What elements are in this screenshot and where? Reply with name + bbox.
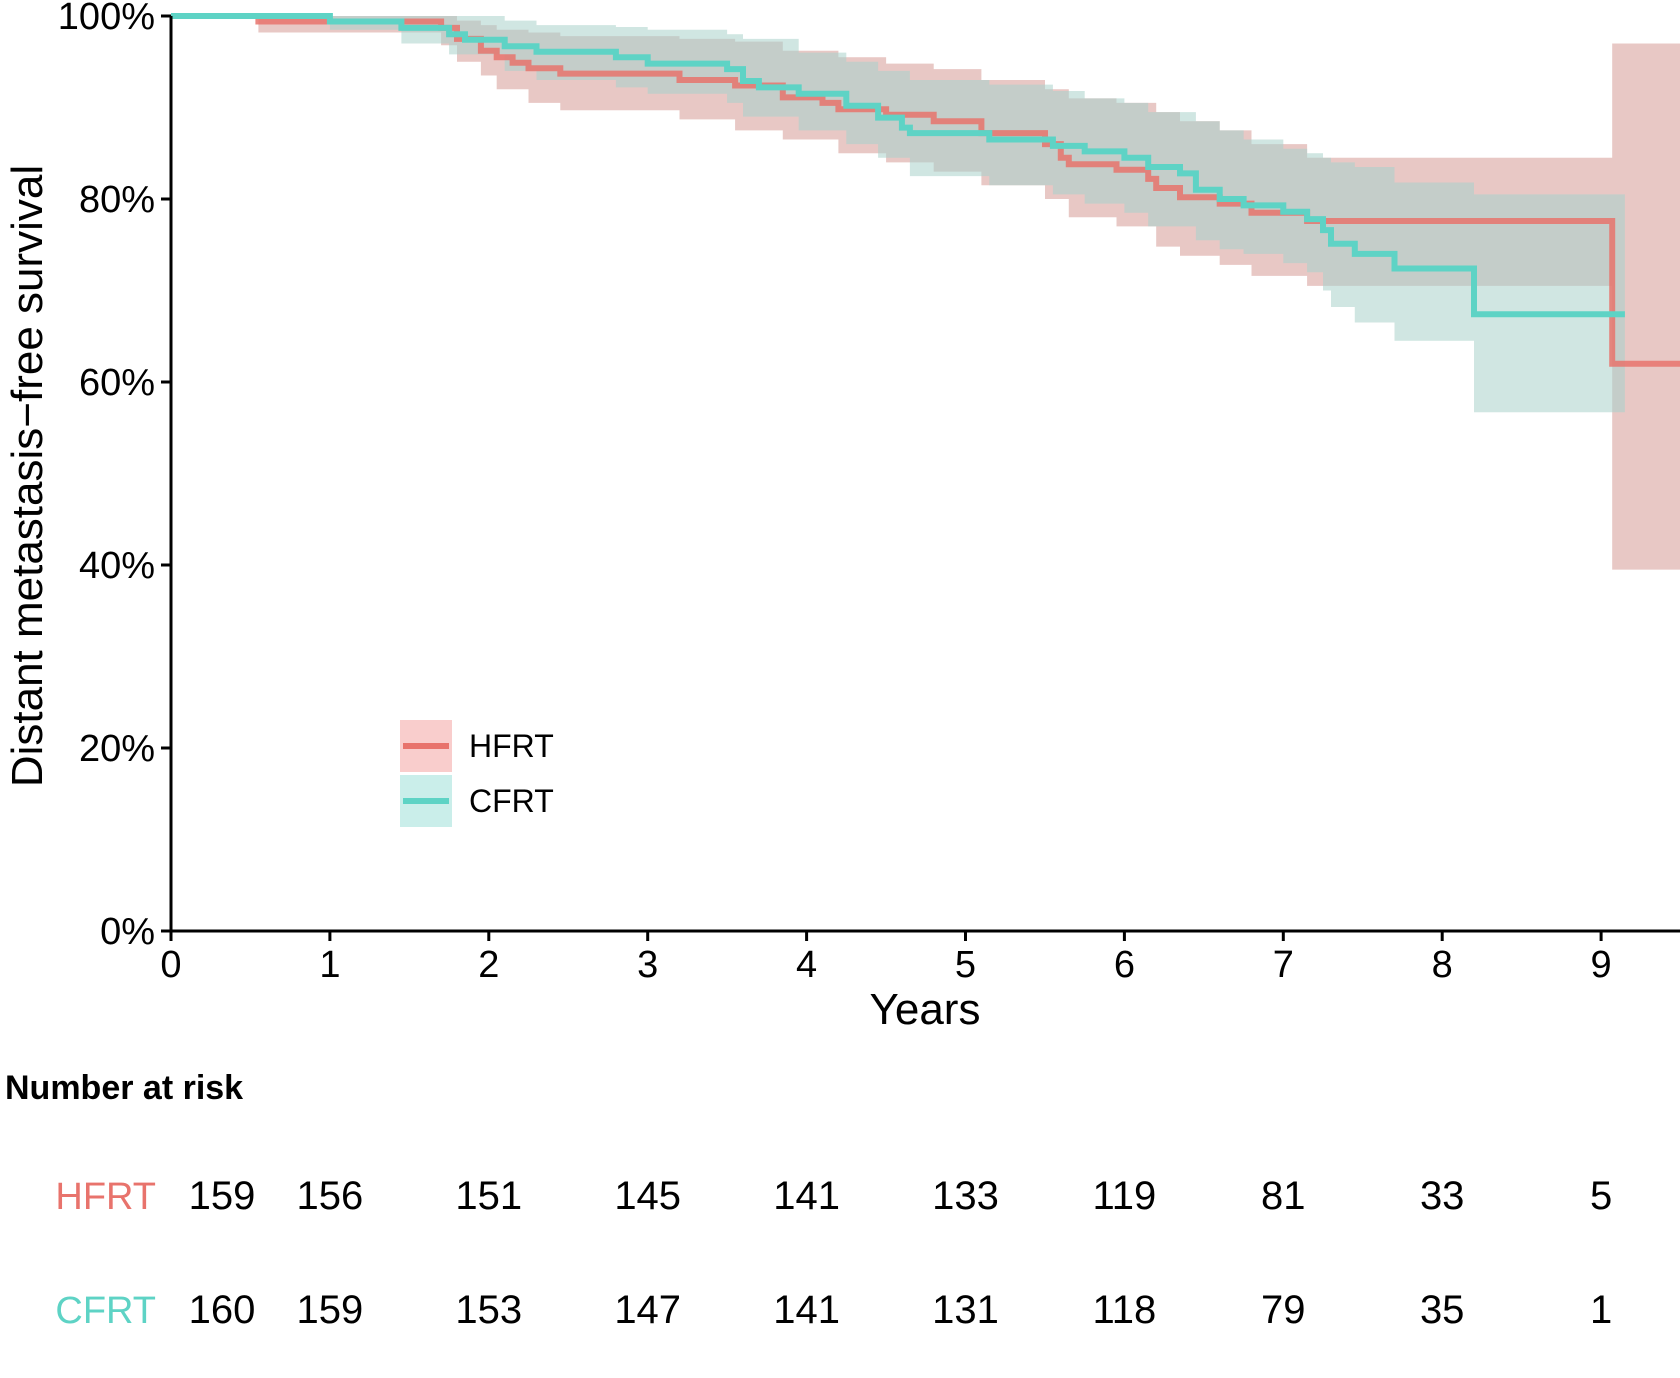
cfrt-risk-count: 118 bbox=[1093, 1288, 1157, 1332]
y-tick-label: 100% bbox=[58, 0, 155, 38]
hfrt-risk-count: 159 bbox=[189, 1174, 256, 1218]
cfrt-risk-count: 1 bbox=[1590, 1288, 1612, 1332]
x-tick-label: 9 bbox=[1591, 944, 1612, 986]
y-axis-title: Distant metastasis−free survival bbox=[3, 165, 52, 787]
hfrt-risk-count: 33 bbox=[1420, 1174, 1465, 1218]
x-tick-label: 7 bbox=[1273, 944, 1294, 986]
y-tick-label: 20% bbox=[79, 728, 155, 770]
cfrt-risk-count: 147 bbox=[614, 1288, 681, 1332]
hfrt-legend-label: HFRT bbox=[469, 728, 554, 764]
cfrt-risk-count: 153 bbox=[455, 1288, 522, 1332]
y-tick-label: 80% bbox=[79, 179, 155, 221]
cfrt-risk-count: 35 bbox=[1420, 1288, 1465, 1332]
x-tick-label: 1 bbox=[319, 944, 340, 986]
hfrt-risk-count: 151 bbox=[455, 1174, 522, 1218]
hfrt-risk-count: 141 bbox=[773, 1174, 840, 1218]
plot-area bbox=[171, 13, 1680, 570]
x-tick-label: 4 bbox=[796, 944, 817, 986]
hfrt-risk-count: 133 bbox=[932, 1174, 999, 1218]
risk-table-title: Number at risk bbox=[5, 1069, 243, 1107]
cfrt-risk-count: 79 bbox=[1261, 1288, 1306, 1332]
hfrt-risk-row-label: HFRT bbox=[55, 1176, 156, 1218]
x-tick-label: 3 bbox=[637, 944, 658, 986]
legend: HFRT CFRT bbox=[400, 720, 554, 827]
cfrt-confidence-band bbox=[171, 16, 1625, 413]
cfrt-risk-count: 131 bbox=[932, 1288, 999, 1332]
cfrt-risk-count: 160 bbox=[189, 1288, 256, 1332]
x-tick-label: 0 bbox=[160, 944, 181, 986]
hfrt-risk-count: 119 bbox=[1093, 1174, 1157, 1218]
confidence-bands bbox=[171, 16, 1680, 570]
x-tick-label: 8 bbox=[1432, 944, 1453, 986]
cfrt-risk-count: 141 bbox=[773, 1288, 840, 1332]
cfrt-risk-count: 159 bbox=[297, 1288, 364, 1332]
cfrt-legend-label: CFRT bbox=[469, 783, 554, 819]
cfrt-band-overlap-shade bbox=[171, 16, 1625, 413]
hfrt-risk-count: 5 bbox=[1590, 1174, 1612, 1218]
hfrt-survival-line bbox=[171, 13, 1680, 367]
risk-table: HFRT 159 156 151 145 141 133 119 81 33 5 CFRT 160 159… bbox=[55, 1174, 1612, 1332]
survival-lines bbox=[171, 13, 1680, 367]
x-axis-title: Years bbox=[870, 985, 981, 1034]
y-tick-label: 40% bbox=[79, 545, 155, 587]
hfrt-risk-count: 145 bbox=[614, 1174, 681, 1218]
x-tick-label: 6 bbox=[1114, 944, 1135, 986]
cfrt-risk-row-label: CFRT bbox=[55, 1290, 156, 1332]
axes: 0 1 2 3 4 5 6 7 8 9 0% 20% 40% 60% 80% 100% bbox=[58, 0, 1680, 986]
y-tick-label: 60% bbox=[79, 362, 155, 404]
hfrt-risk-count: 81 bbox=[1261, 1174, 1306, 1218]
y-tick-label: 0% bbox=[100, 911, 155, 953]
cfrt-survival-line bbox=[171, 13, 1625, 318]
x-tick-label: 2 bbox=[478, 944, 499, 986]
x-tick-label: 5 bbox=[955, 944, 976, 986]
hfrt-band-overlap-shade bbox=[171, 16, 1680, 570]
hfrt-risk-count: 156 bbox=[297, 1174, 364, 1218]
